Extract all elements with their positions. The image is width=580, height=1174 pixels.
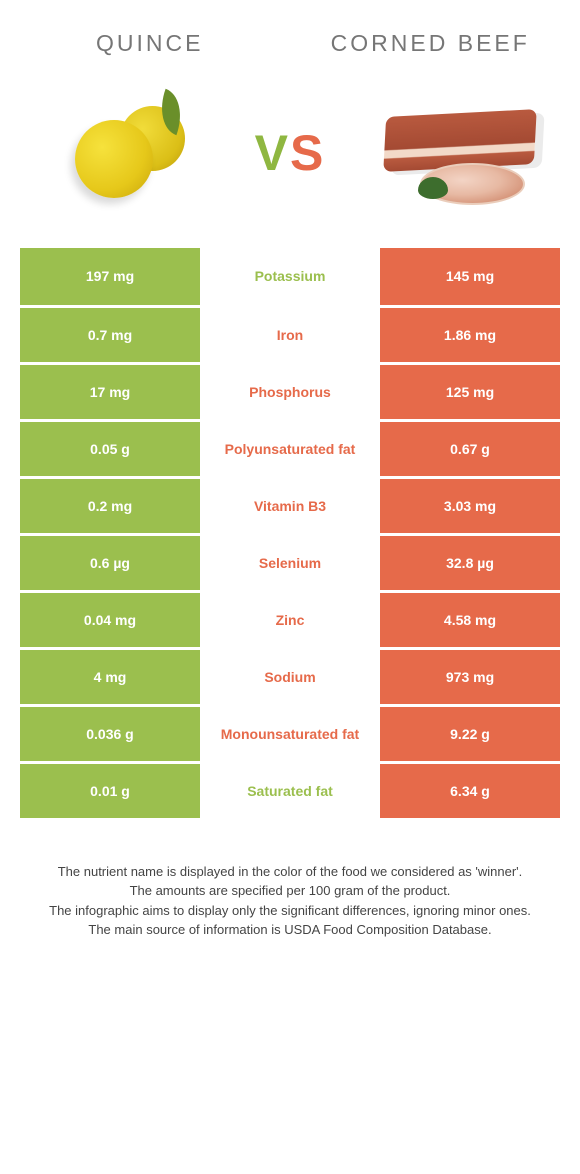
quince-icon xyxy=(45,98,195,208)
value-a: 4 mg xyxy=(20,647,200,704)
value-b: 6.34 g xyxy=(380,761,560,818)
value-b: 3.03 mg xyxy=(380,476,560,533)
food-b-image xyxy=(360,83,560,223)
value-a: 0.036 g xyxy=(20,704,200,761)
nutrient-label: Selenium xyxy=(200,533,380,590)
footer-notes: The nutrient name is displayed in the co… xyxy=(20,818,560,940)
table-row: 197 mgPotassium145 mg xyxy=(20,248,560,305)
value-a: 0.04 mg xyxy=(20,590,200,647)
value-b: 9.22 g xyxy=(380,704,560,761)
table-row: 0.7 mgIron1.86 mg xyxy=(20,305,560,362)
food-a-image xyxy=(20,83,220,223)
value-b: 1.86 mg xyxy=(380,305,560,362)
footer-line: The infographic aims to display only the… xyxy=(44,901,536,921)
value-a: 0.05 g xyxy=(20,419,200,476)
value-b: 973 mg xyxy=(380,647,560,704)
value-a: 0.2 mg xyxy=(20,476,200,533)
value-a: 17 mg xyxy=(20,362,200,419)
value-a: 0.7 mg xyxy=(20,305,200,362)
nutrient-label: Monounsaturated fat xyxy=(200,704,380,761)
footer-line: The nutrient name is displayed in the co… xyxy=(44,862,536,882)
value-b: 32.8 µg xyxy=(380,533,560,590)
beef-icon xyxy=(370,93,550,213)
table-row: 0.2 mgVitamin B33.03 mg xyxy=(20,476,560,533)
value-a: 0.01 g xyxy=(20,761,200,818)
nutrient-label: Polyunsaturated fat xyxy=(200,419,380,476)
vs-label: VS xyxy=(255,124,326,182)
table-row: 0.01 gSaturated fat6.34 g xyxy=(20,761,560,818)
table-row: 17 mgPhosphorus125 mg xyxy=(20,362,560,419)
nutrient-label: Vitamin B3 xyxy=(200,476,380,533)
food-b-title: CORNED BEEF xyxy=(316,30,546,58)
nutrient-label: Iron xyxy=(200,305,380,362)
value-b: 145 mg xyxy=(380,248,560,305)
vs-letter-b: S xyxy=(290,125,325,181)
nutrient-label: Saturated fat xyxy=(200,761,380,818)
nutrient-table: 197 mgPotassium145 mg0.7 mgIron1.86 mg17… xyxy=(20,248,560,818)
table-row: 0.036 gMonounsaturated fat9.22 g xyxy=(20,704,560,761)
vs-row: VS xyxy=(20,83,560,248)
footer-line: The main source of information is USDA F… xyxy=(44,920,536,940)
nutrient-label: Sodium xyxy=(200,647,380,704)
table-row: 0.05 gPolyunsaturated fat0.67 g xyxy=(20,419,560,476)
table-row: 0.04 mgZinc4.58 mg xyxy=(20,590,560,647)
value-a: 197 mg xyxy=(20,248,200,305)
value-a: 0.6 µg xyxy=(20,533,200,590)
vs-letter-a: V xyxy=(255,125,290,181)
nutrient-label: Potassium xyxy=(200,248,380,305)
value-b: 125 mg xyxy=(380,362,560,419)
value-b: 4.58 mg xyxy=(380,590,560,647)
nutrient-label: Phosphorus xyxy=(200,362,380,419)
table-row: 4 mgSodium973 mg xyxy=(20,647,560,704)
nutrient-label: Zinc xyxy=(200,590,380,647)
value-b: 0.67 g xyxy=(380,419,560,476)
food-a-title: QUINCE xyxy=(35,30,265,58)
table-row: 0.6 µgSelenium32.8 µg xyxy=(20,533,560,590)
title-row: QUINCE CORNED BEEF xyxy=(20,20,560,58)
footer-line: The amounts are specified per 100 gram o… xyxy=(44,881,536,901)
